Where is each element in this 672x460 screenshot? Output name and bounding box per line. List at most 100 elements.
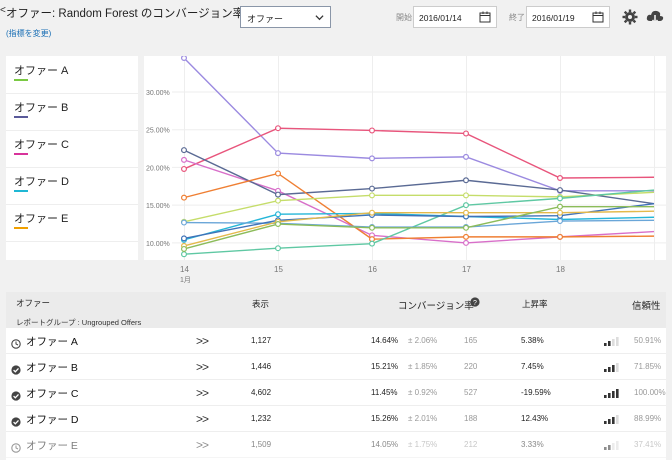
expand-chevron-icon[interactable]: >> [196, 438, 209, 452]
help-icon[interactable]: ? [470, 297, 480, 307]
data-point[interactable] [180, 156, 187, 163]
header-confidence[interactable]: 信頼性 [632, 301, 661, 312]
data-point[interactable] [463, 209, 470, 216]
start-date-value: 2016/01/14 [419, 13, 462, 23]
back-link[interactable]: < [0, 5, 6, 16]
series-line[interactable] [183, 127, 655, 179]
data-point[interactable] [557, 209, 564, 216]
series-line[interactable] [183, 202, 655, 240]
data-point[interactable] [369, 224, 376, 231]
data-point[interactable] [557, 195, 564, 202]
data-point[interactable] [369, 209, 376, 216]
data-point[interactable] [275, 197, 282, 204]
data-point[interactable] [463, 177, 470, 184]
offer-name[interactable]: オファー C [26, 388, 79, 400]
data-point[interactable] [275, 150, 282, 157]
data-point[interactable] [369, 185, 376, 192]
table-row[interactable]: オファー D >> 1,232 15.26% ± 2.01% 188 12.43% 88.99… [6, 406, 666, 432]
offer-name[interactable]: オファー E [26, 440, 78, 452]
data-point[interactable] [463, 153, 470, 160]
expand-chevron-icon[interactable]: >> [196, 386, 209, 400]
legend-item[interactable]: オファー D [14, 176, 69, 188]
check-circle-icon [11, 388, 21, 406]
end-date-input[interactable]: 2016/01/19 [526, 6, 610, 28]
data-point[interactable] [180, 219, 187, 226]
data-point[interactable] [180, 147, 187, 154]
data-point[interactable] [275, 245, 282, 252]
confidence-bar [616, 415, 619, 424]
confidence-bar [612, 391, 615, 398]
series-line[interactable] [183, 159, 655, 244]
offer-name[interactable]: オファー B [26, 362, 78, 374]
data-point[interactable] [463, 224, 470, 231]
data-point[interactable] [180, 54, 187, 62]
data-point[interactable] [369, 240, 376, 247]
start-date-input[interactable]: 2016/01/14 [413, 6, 497, 28]
table-row[interactable]: オファー B >> 1,446 15.21% ± 1.85% 220 7.45% 71.85% [6, 354, 666, 380]
data-point[interactable] [557, 218, 564, 225]
series-line[interactable] [183, 149, 655, 205]
offer-select[interactable]: オファー [240, 6, 331, 28]
offer-name[interactable]: オファー D [26, 414, 79, 426]
expand-chevron-icon[interactable]: >> [196, 334, 209, 348]
header-offer[interactable]: オファー [16, 298, 51, 308]
series-line[interactable] [183, 172, 655, 240]
data-point[interactable] [180, 245, 187, 252]
data-point[interactable] [557, 203, 564, 210]
table-row[interactable]: オファー A >> 1,127 14.64% ± 2.06% 165 5.38% 50.91% [6, 328, 666, 354]
series-line[interactable] [183, 191, 655, 223]
data-point[interactable] [180, 194, 187, 201]
margin-of-error: ± 0.92% [408, 388, 438, 397]
legend-item[interactable]: オファー E [14, 213, 69, 225]
series-line[interactable] [183, 205, 654, 250]
data-point[interactable] [275, 125, 282, 132]
calendar-icon[interactable] [592, 11, 604, 23]
data-point[interactable] [275, 170, 282, 177]
conversion-chart: 10.00% 15.00% 20.00% 25.00% 30.00% [144, 54, 666, 260]
data-point[interactable] [369, 192, 376, 199]
data-point[interactable] [180, 235, 187, 242]
confidence-bars-icon [604, 363, 619, 372]
cloud-download-icon[interactable] [646, 9, 664, 25]
header-lift[interactable]: 上昇率 [522, 299, 548, 309]
header-conversion[interactable]: コンバージョン率 [398, 301, 474, 312]
y-tick-label: 15.00% [146, 203, 170, 210]
data-point[interactable] [275, 211, 282, 218]
conversion-rate: 14.64% [371, 336, 399, 345]
series-line[interactable] [183, 57, 654, 192]
expand-chevron-icon[interactable]: >> [196, 412, 209, 426]
data-point[interactable] [557, 174, 564, 181]
data-point[interactable] [369, 127, 376, 134]
data-point[interactable] [557, 233, 564, 240]
chart-legend: オファー A オファー B オファー C オファー D オファー E [6, 56, 138, 260]
data-point[interactable] [463, 202, 470, 209]
data-point[interactable] [180, 251, 187, 258]
table-row[interactable]: オファー C >> 4,602 11.45% ± 0.92% 527 -19.59% 100.… [6, 380, 666, 406]
expand-chevron-icon[interactable]: >> [196, 360, 209, 374]
data-point[interactable] [275, 221, 282, 228]
line-chart-svg: 10.00% 15.00% 20.00% 25.00% 30.00% [146, 54, 666, 260]
data-point[interactable] [463, 239, 470, 246]
legend-item[interactable]: オファー A [14, 65, 69, 77]
data-point[interactable] [557, 187, 564, 194]
offer-name[interactable]: オファー A [26, 336, 78, 348]
legend-item[interactable]: オファー C [14, 139, 69, 151]
data-point[interactable] [463, 192, 470, 199]
data-point[interactable] [180, 165, 187, 172]
gear-icon[interactable] [622, 9, 638, 25]
data-point[interactable] [369, 155, 376, 162]
confidence-bar [604, 343, 607, 346]
series-line[interactable] [183, 210, 655, 247]
change-metric-link[interactable]: (指標を変更) [6, 29, 52, 38]
calendar-icon[interactable] [479, 11, 491, 23]
views-value: 1,232 [251, 414, 272, 423]
header-views[interactable]: 表示 [252, 299, 270, 309]
data-point[interactable] [463, 130, 470, 137]
data-point[interactable] [275, 191, 282, 198]
series-line[interactable] [183, 189, 655, 255]
legend-item[interactable]: オファー B [14, 102, 69, 114]
series-line[interactable] [183, 212, 655, 241]
data-point[interactable] [463, 233, 470, 240]
table-row[interactable]: オファー E >> 1,509 14.05% ± 1.75% 212 3.33% 37.41% [6, 432, 666, 458]
confidence-bar [608, 367, 611, 372]
